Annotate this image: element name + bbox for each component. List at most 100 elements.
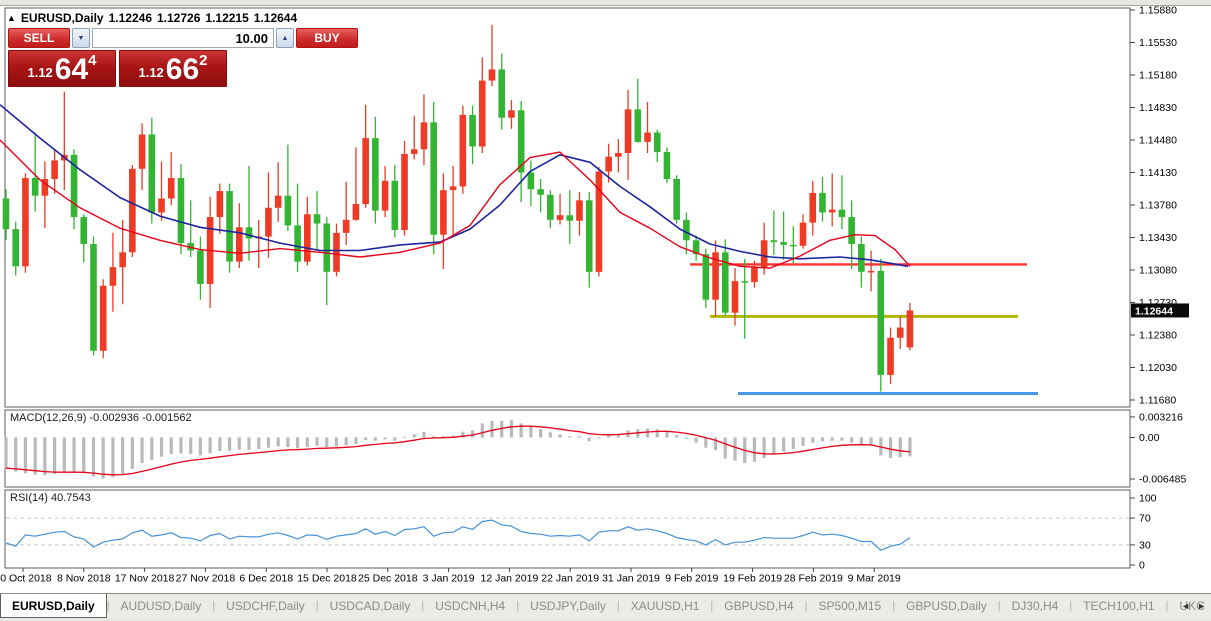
price-axis-label: 1.13780 (1139, 199, 1177, 211)
price-axis-label: 1.14480 (1139, 134, 1177, 146)
tab-gbpusd-daily[interactable]: GBPUSD,Daily (906, 599, 987, 613)
tab-separator: | (892, 600, 896, 612)
window-top-strip (0, 0, 1211, 6)
price-axis-label: 1.11680 (1139, 394, 1176, 406)
date-axis-label: 3 Jan 2019 (423, 573, 475, 585)
sell-price-prefix: 1.12 (27, 65, 53, 80)
volume-increase-button[interactable]: ▲ (276, 28, 294, 48)
price-axis-label: 1.13080 (1139, 264, 1177, 276)
buy-price-button[interactable]: 1.12 66 2 (119, 50, 227, 87)
date-axis-label: 8 Nov 2018 (57, 573, 111, 585)
tab-xauusd-h1[interactable]: XAUUSD,H1 (630, 599, 700, 613)
tab-usdchf-daily[interactable]: USDCHF,Daily (226, 599, 305, 613)
tab-separator: | (616, 600, 620, 612)
sell-price-pip: 4 (88, 52, 97, 69)
symbol-marker-icon: ▲ (7, 13, 16, 23)
sell-price-button[interactable]: 1.12 64 4 (8, 50, 116, 87)
date-axis-layer: 30 Oct 2018 8 Nov 2018 17 Nov 2018 27 Nov 2… (0, 568, 901, 585)
scroll-right-icon[interactable]: ► (1197, 600, 1206, 611)
quote-bar: ▲ EURUSD,Daily 1.12246 1.12726 1.12215 1.1264… (7, 11, 297, 25)
date-axis-label: 25 Dec 2018 (358, 573, 418, 585)
rsi-line (5, 519, 911, 552)
tab-separator: | (212, 600, 216, 612)
rsi-axis-label: 70 (1139, 513, 1151, 525)
price-axis-label: 1.14830 (1139, 102, 1177, 114)
tab-tech100-h1[interactable]: TECH100,H1 (1083, 599, 1155, 613)
price-axis-label: 1.15530 (1139, 37, 1177, 49)
tab-usdcad-daily[interactable]: USDCAD,Daily (329, 599, 411, 613)
axes-layer: 1.15880 1.15530 1.15180 1.14830 1.14480 1.141… (1130, 5, 1189, 572)
date-axis-label: 28 Feb 2019 (784, 573, 843, 585)
macd-axis-label: 0.003216 (1139, 411, 1183, 423)
price-axis-label: 1.15180 (1139, 69, 1177, 81)
volume-decrease-button[interactable]: ▼ (72, 28, 90, 48)
current-price-tag (1131, 303, 1189, 318)
date-axis-label: 31 Jan 2019 (602, 573, 660, 585)
date-axis-label: 19 Feb 2019 (723, 573, 782, 585)
rsi-indicator-label: RSI(14) 40.7543 (10, 492, 91, 504)
chevron-down-icon: ▼ (77, 34, 85, 42)
price-axis-label: 1.12380 (1139, 329, 1177, 341)
tab-ukc[interactable]: UKC (1179, 599, 1205, 613)
tab-gbpusd-h4[interactable]: GBPUSD,H4 (724, 599, 794, 613)
sell-price-main: 64 (54, 53, 89, 86)
rsi-level-lines (6, 517, 1129, 546)
tab-usdjpy-daily[interactable]: USDJPY,Daily (530, 599, 606, 613)
slow-ma-line (0, 104, 909, 268)
macd-indicator-label: MACD(12,26,9) -0.002936 -0.001562 (10, 412, 192, 424)
date-axis-label: 15 Dec 2018 (297, 573, 357, 585)
tab-sp500-m15[interactable]: SP500,M15 (818, 599, 882, 613)
date-axis-label: 6 Dec 2018 (239, 573, 293, 585)
date-axis-label: 12 Jan 2019 (480, 573, 538, 585)
price-axis-label: 1.13430 (1139, 232, 1177, 244)
tab-separator: | (315, 600, 319, 612)
rsi-axis-label: 100 (1139, 493, 1157, 505)
candles-layer (2, 24, 914, 392)
quote-high: 1.12726 (157, 11, 201, 25)
quote-close: 1.12644 (253, 11, 298, 25)
current-price-tag-text: 1.12644 (1135, 305, 1173, 317)
rsi-axis-label: 30 (1139, 539, 1151, 551)
buy-price-main: 66 (165, 53, 200, 86)
quote-open: 1.12246 (108, 11, 152, 25)
tab-separator: | (1165, 600, 1169, 612)
macd-signal-line (5, 425, 911, 476)
tab-scroll-arrows: ◄ ► (1181, 593, 1206, 618)
chevron-up-icon: ▲ (281, 34, 289, 42)
sell-button[interactable]: SELL (8, 28, 70, 48)
tab-audusd-daily[interactable]: AUDUSD,Daily (120, 599, 202, 613)
symbol-name: EURUSD,Daily (20, 11, 104, 25)
quote-low: 1.12215 (205, 11, 249, 25)
buy-price-pip: 2 (199, 52, 208, 69)
price-axis-label: 1.12030 (1139, 362, 1177, 374)
date-axis-label: 17 Nov 2018 (115, 573, 175, 585)
buy-button[interactable]: BUY (296, 28, 358, 48)
tab-separator: | (1069, 600, 1073, 612)
one-click-trading-widget: SELL ▼ ▲ BUY 1.12 64 4 1.12 66 2 (8, 28, 358, 87)
tab-dj30-h4[interactable]: DJ30,H4 (1011, 599, 1059, 613)
date-axis-label: 22 Jan 2019 (541, 573, 599, 585)
fast-ma-line (0, 139, 911, 269)
tab-separator: | (997, 600, 1001, 612)
rsi-axis-label: 0 (1139, 560, 1145, 572)
macd-histogram (4, 420, 912, 479)
date-axis-label: 30 Oct 2018 (0, 573, 52, 585)
macd-axis-label: -0.006485 (1139, 474, 1186, 486)
date-axis-label: 27 Nov 2018 (176, 573, 236, 585)
tab-separator: | (421, 600, 425, 612)
scroll-left-icon[interactable]: ◄ (1181, 600, 1191, 611)
buy-price-prefix: 1.12 (138, 65, 164, 80)
status-strip (0, 618, 1211, 621)
tab-usdcnh-h4[interactable]: USDCNH,H4 (435, 599, 506, 613)
date-axis-label: 9 Feb 2019 (665, 573, 718, 585)
price-axis-label: 1.15880 (1139, 5, 1177, 17)
tab-separator: | (710, 600, 714, 612)
macd-axis-label: 0.00 (1139, 432, 1160, 444)
tab-separator: | (516, 600, 520, 612)
tab-eurusd-daily[interactable]: EURUSD,Daily (0, 594, 107, 618)
panel-frames (4, 7, 1131, 569)
tab-separator: | (804, 600, 808, 612)
volume-input[interactable] (92, 28, 274, 48)
